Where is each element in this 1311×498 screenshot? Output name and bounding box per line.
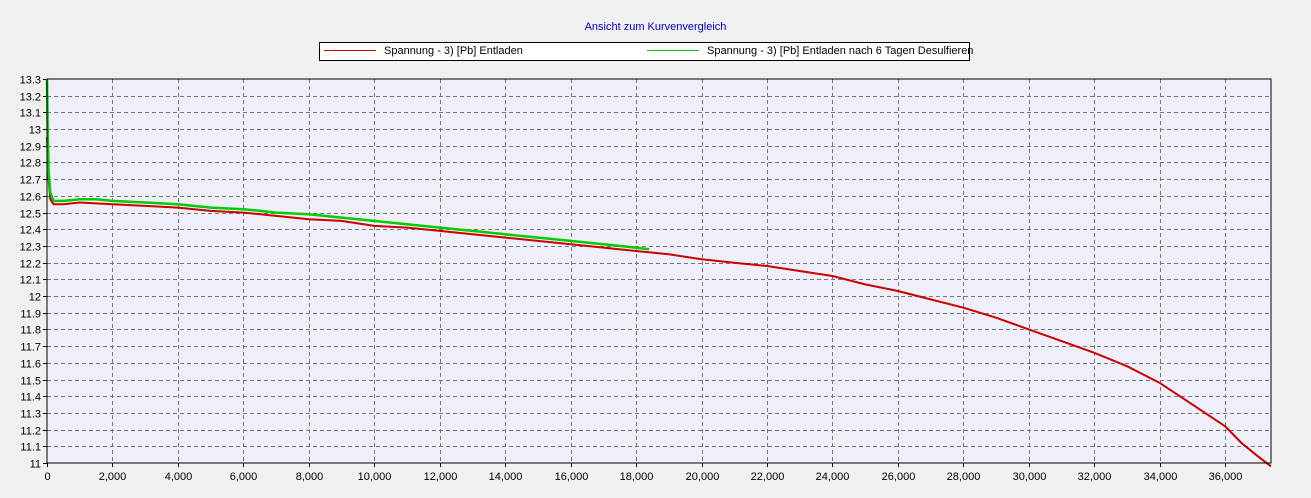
y-tick-label: 13.2 <box>20 92 41 104</box>
y-tick-label: 11.8 <box>20 325 41 337</box>
y-tick-label: 11 <box>30 459 41 471</box>
y-tick-label: 11.1 <box>20 442 41 454</box>
x-tick-label: 30,000 <box>1013 471 1047 483</box>
legend-label-desulfieren: Spannung - 3) [Pb] Entladen nach 6 Tagen… <box>707 45 974 57</box>
series-line-1 <box>45 78 650 251</box>
x-tick-label: 12,000 <box>424 471 458 483</box>
y-tick-label: 11.2 <box>20 426 41 438</box>
y-tick-label: 12.2 <box>20 259 41 271</box>
x-tick-label: 36,000 <box>1209 471 1243 483</box>
legend-label-entladen: Spannung - 3) [Pb] Entladen <box>384 45 523 57</box>
x-tick-label: 0 <box>44 471 50 483</box>
legend-entry-desulfieren: Spannung - 3) [Pb] Entladen nach 6 Tagen… <box>645 43 973 60</box>
y-tick-label: 12.3 <box>20 242 41 254</box>
x-tick-label: 34,000 <box>1144 471 1178 483</box>
y-tick-label: 11.6 <box>20 359 41 371</box>
x-tick-label: 24,000 <box>816 471 850 483</box>
y-tick-label: 12.1 <box>20 275 41 287</box>
y-tick-label: 12.9 <box>20 142 41 154</box>
y-tick-label: 11.3 <box>20 409 41 421</box>
y-tick-label: 12 <box>29 292 41 304</box>
x-tick-label: 18,000 <box>620 471 654 483</box>
y-tick-label: 11.5 <box>20 376 41 388</box>
x-tick-label: 32,000 <box>1078 471 1112 483</box>
y-tick-label: 13 <box>29 125 41 137</box>
legend-swatch-green <box>647 50 699 51</box>
y-tick-label: 11.7 <box>20 342 41 354</box>
x-tick-label: 26,000 <box>882 471 916 483</box>
x-tick-label: 10,000 <box>358 471 392 483</box>
legend-swatch-red <box>324 50 376 51</box>
legend-entry-entladen: Spannung - 3) [Pb] Entladen <box>322 43 622 60</box>
x-tick-label: 16,000 <box>555 471 589 483</box>
y-tick-label: 12.7 <box>20 175 41 187</box>
legend: Spannung - 3) [Pb] Entladen Spannung - 3… <box>319 42 973 61</box>
x-tick-label: 4,000 <box>165 471 193 483</box>
plot-area <box>46 78 1272 464</box>
y-tick-label: 13.1 <box>20 108 41 120</box>
y-tick-label: 11.9 <box>20 309 41 321</box>
x-tick-label: 8,000 <box>296 471 324 483</box>
y-tick-label: 11.4 <box>20 392 41 404</box>
x-tick-label: 22,000 <box>751 471 785 483</box>
x-tick-label: 20,000 <box>686 471 720 483</box>
x-tick-label: 14,000 <box>489 471 523 483</box>
plot-border <box>46 78 1272 464</box>
x-tick-label: 28,000 <box>947 471 981 483</box>
y-tick-label: 13.3 <box>20 75 41 87</box>
x-tick-label: 6,000 <box>230 471 258 483</box>
chart-title: Ansicht zum Kurvenvergleich <box>584 21 727 33</box>
y-tick-label: 12.5 <box>20 209 41 221</box>
y-tick-label: 12.8 <box>20 158 41 170</box>
series-line-0 <box>46 137 1272 468</box>
y-tick-label: 12.6 <box>20 192 41 204</box>
y-tick-label: 12.4 <box>20 225 41 237</box>
x-tick-label: 2,000 <box>99 471 127 483</box>
